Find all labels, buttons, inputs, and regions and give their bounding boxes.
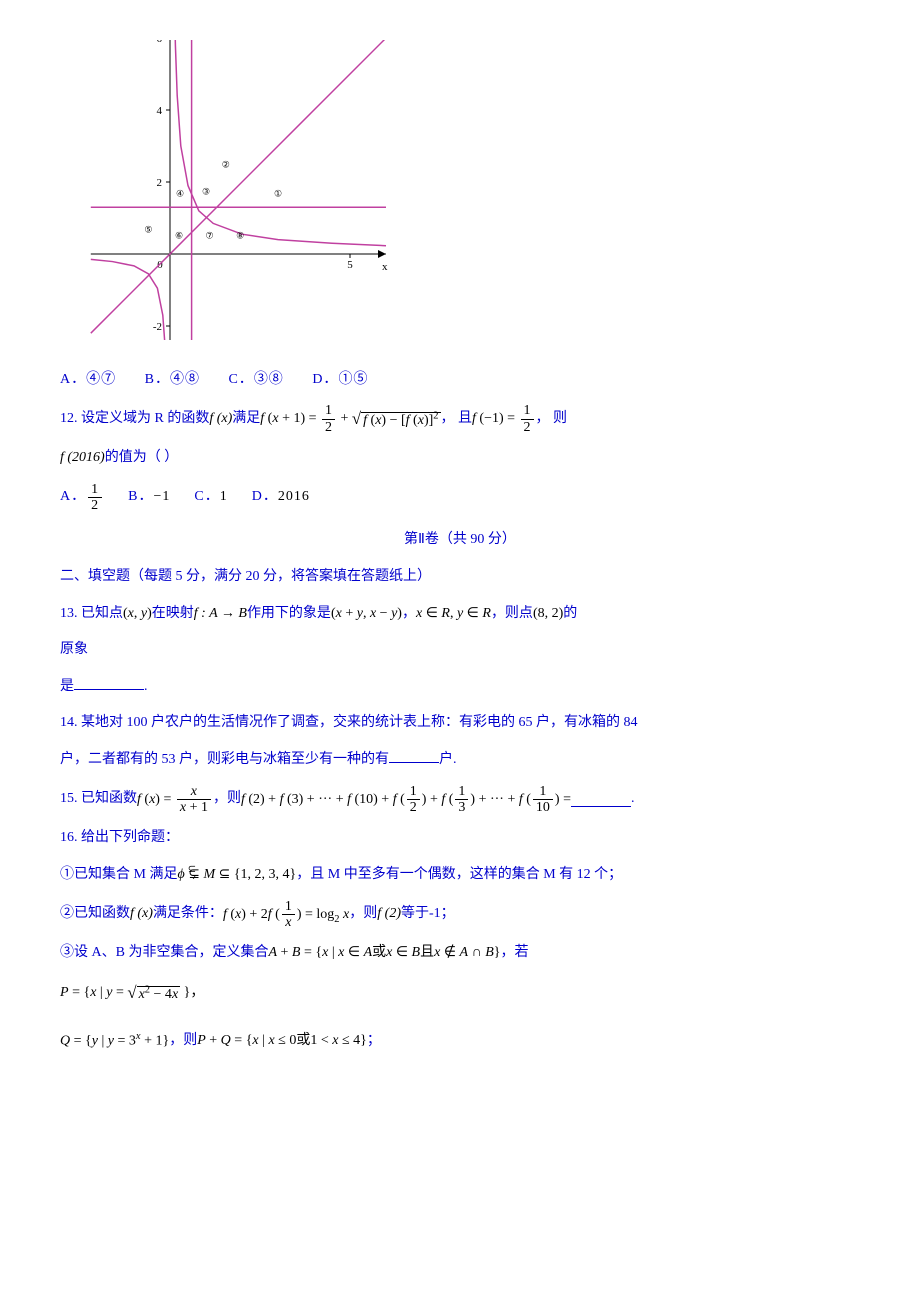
svg-text:⑥: ⑥ <box>175 231 183 241</box>
q11-opt-b: ④⑧ <box>170 372 200 387</box>
q11-opt-a: ④⑦ <box>86 372 116 387</box>
q13-mid1: 在映射 <box>152 601 194 628</box>
region-chart: 5-22460xy①②③④⑤⑥⑦⑧ <box>90 40 860 351</box>
q12-mid2: ， 且 <box>441 406 473 433</box>
q16-p2: ②已知函数 f (x) 满足条件： f (x) + 2f (1x) = log2… <box>60 899 860 931</box>
q16-p3c-line: P = {x | y = √x2 − 4x } ， <box>60 977 860 1009</box>
q16-p1a: ①已知集合 M 满足 <box>60 862 177 889</box>
svg-text:-2: -2 <box>153 321 162 333</box>
q12-prefix: 12. 设定义域为 R 的函数 <box>60 406 209 433</box>
q13-line2: 是. <box>60 674 860 701</box>
q12-options: A． 12 B．−1 C．1 D．2016 <box>60 482 860 514</box>
q14-line1: 14. 某地对 100 户农户的生活情况作了调查，交来的统计表上称：有彩电的 6… <box>60 710 860 737</box>
q14-line2: 户，二者都有的 53 户，则彩电与冰箱至少有一种的有 户. <box>60 747 860 774</box>
q16-p3b: ，若 <box>501 940 529 967</box>
svg-text:5: 5 <box>347 259 353 271</box>
svg-text:④: ④ <box>176 188 184 198</box>
q15-prefix: 15. 已知函数 <box>60 786 137 813</box>
section2-title: 第Ⅱ卷（共 90 分） <box>60 527 860 554</box>
svg-text:③: ③ <box>202 187 210 197</box>
q14-line2b: 户. <box>439 752 457 767</box>
q12-c: 1 <box>220 489 228 504</box>
q16-p3c-suffix: ， <box>190 980 204 1007</box>
q12-a-den: 2 <box>88 498 102 513</box>
q12-b: −1 <box>153 489 170 504</box>
svg-text:x: x <box>382 261 388 273</box>
q15-mid: ，则 <box>213 786 241 813</box>
q11-opt-d: ①⑤ <box>338 372 368 387</box>
svg-text:②: ② <box>222 160 230 170</box>
q13-mid5: 的 <box>563 601 577 628</box>
svg-text:⑦: ⑦ <box>206 231 214 241</box>
q16-p3d-suffix: ； <box>367 1028 381 1055</box>
q16-p1: ①已知集合 M 满足 ϕ ⊊⊆ M ⊆ {1, 2, 3, 4} ，且 M 中至… <box>60 862 860 889</box>
q16-p2c: ，则 <box>349 901 377 928</box>
svg-text:6: 6 <box>157 40 163 45</box>
q16-p2b: 满足条件： <box>153 901 223 928</box>
q14-line2a: 户，二者都有的 53 户，则彩电与冰箱至少有一种的有 <box>60 752 389 767</box>
q11-options: A．④⑦ B．④⑧ C．③⑧ D．①⑤ <box>60 367 860 394</box>
q13-mid3: ， <box>402 601 416 628</box>
q13-blank <box>74 676 144 690</box>
svg-text:⑤: ⑤ <box>144 224 152 234</box>
q16-p2a: ②已知函数 <box>60 901 130 928</box>
q16-p1b: ，且 M 中至多有一个偶数，这样的集合 M 有 12 个； <box>296 862 622 889</box>
q16-p3d-mid: ，则 <box>169 1028 197 1055</box>
q11-opt-c: ③⑧ <box>254 372 284 387</box>
q16-p3a: ③设 A、B 为非空集合，定义集合 <box>60 940 268 967</box>
q15-suffix: . <box>631 786 635 813</box>
q12-mid1: 满足 <box>232 406 260 433</box>
q13-line1: 13. 已知点 (x, y) 在映射 f : A → B 作用下的象是 (x +… <box>60 601 860 628</box>
svg-text:⑧: ⑧ <box>236 231 244 241</box>
q13-mid2: 作用下的象是 <box>247 601 331 628</box>
q12-line2-text: 的值为（ ） <box>105 445 179 472</box>
q16-p3a-line: ③设 A、B 为非空集合，定义集合 A + B = {x | x ∈ A或x ∈… <box>60 940 860 967</box>
q16-header: 16. 给出下列命题： <box>60 825 860 852</box>
q13-suffix: . <box>144 679 148 694</box>
q16-p2d: 等于-1； <box>401 901 455 928</box>
q12-line1: 12. 设定义域为 R 的函数 f (x) 满足 f (x + 1) = 12 … <box>60 403 860 435</box>
q12-line2: f (2016) 的值为（ ） <box>60 445 860 472</box>
chart-svg: 5-22460xy①②③④⑤⑥⑦⑧ <box>90 40 400 340</box>
q13-line2a: 原象 <box>60 637 860 664</box>
q12-d: 2016 <box>278 489 310 504</box>
q14-blank <box>389 749 439 763</box>
q13-prefix: 13. 已知点 <box>60 601 123 628</box>
q12-mid3: ， 则 <box>536 406 568 433</box>
q13-line2b: 是 <box>60 679 74 694</box>
q15-blank <box>571 793 631 807</box>
svg-text:2: 2 <box>157 177 163 189</box>
q12-a-num: 1 <box>88 482 102 498</box>
q16-p3d-line: Q = {y | y = 3x + 1} ，则 P + Q = {x | x ≤… <box>60 1027 860 1055</box>
section2-subtitle: 二、填空题（每题 5 分，满分 20 分，将答案填在答题纸上） <box>60 564 860 591</box>
svg-text:①: ① <box>274 188 282 198</box>
q13-mid4: ，则点 <box>491 601 533 628</box>
svg-text:4: 4 <box>157 105 163 117</box>
q15: 15. 已知函数 f (x) = xx + 1 ，则 f (2) + f (3)… <box>60 784 860 816</box>
